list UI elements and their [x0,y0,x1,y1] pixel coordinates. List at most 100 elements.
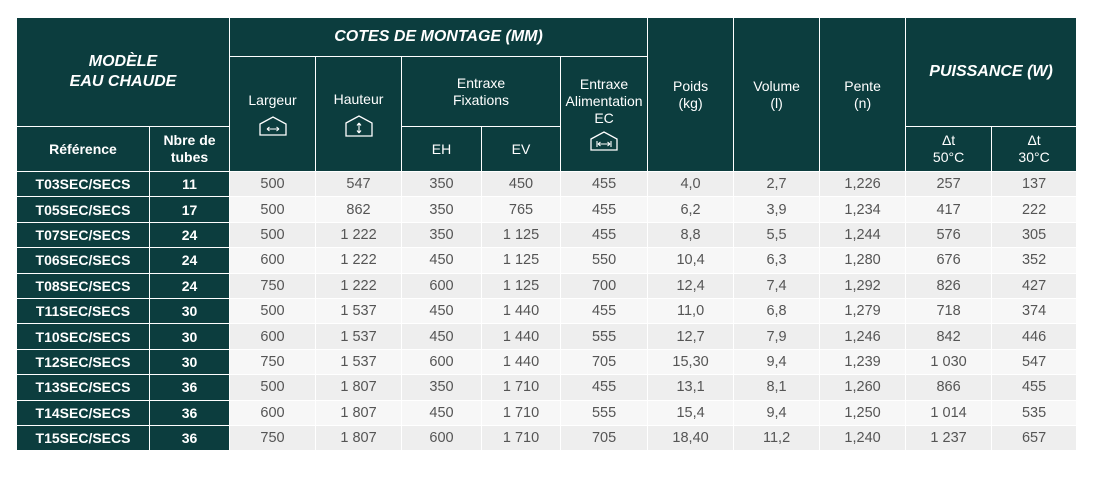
poids-cell: 10,4 [647,247,735,274]
ec-cell: 700 [560,272,649,299]
hauteur-cell: 1 807 [315,424,403,452]
table-row: T10SEC/SECS 30 600 1 537 450 1 440 555 12,7 7,9 1… [16,323,1078,350]
pente-cell: 1,292 [819,272,907,299]
ec-cell: 455 [560,297,649,325]
pente-cell: 1,239 [819,348,907,376]
largeur-cell: 600 [229,323,317,350]
largeur-cell: 600 [229,399,317,426]
poids-cell: 11,0 [647,297,735,325]
reference-cell: T03SEC/SECS [16,170,150,198]
reference-header: Référence [16,126,150,172]
hauteur-cell: 1 537 [315,348,403,376]
largeur-header: Largeur [229,56,317,172]
entraxe-alim-line2: Alimentation [565,93,643,109]
volume-cell: 5,5 [733,221,821,249]
puissance-50-cell: 257 [905,170,993,198]
pente-line1: Pente [844,77,881,94]
puissance-30-cell: 427 [991,272,1078,299]
volume-cell: 6,3 [733,247,821,274]
ev-cell: 1 710 [481,374,562,401]
pente-cell: 1,244 [819,221,907,249]
entraxe-alim-line3: EC [594,110,614,126]
pente-cell: 1,280 [819,247,907,274]
ev-cell: 1 440 [481,297,562,325]
tubes-cell: 24 [148,272,231,299]
puissance-30-cell: 455 [991,374,1078,401]
table-row: T14SEC/SECS 36 600 1 807 450 1 710 555 15,4 9,4 1… [16,399,1078,426]
reference-cell: T13SEC/SECS [16,374,150,401]
largeur-cell: 750 [229,348,317,376]
ev-cell: 1 125 [481,221,562,249]
volume-cell: 11,2 [733,424,821,452]
dt30-header: Δt 30°C [991,126,1078,172]
ev-cell: 1 125 [481,247,562,274]
entraxe-alim-line1: Entraxe [579,76,629,92]
dt50-header: Δt 50°C [905,126,993,172]
puissance-50-cell: 826 [905,272,993,299]
volume-cell: 9,4 [733,348,821,376]
hauteur-cell: 1 537 [315,323,403,350]
cotes-header: COTES DE MONTAGE (MM) [229,17,649,57]
puissance-50-cell: 676 [905,247,993,274]
volume-line1: Volume [753,77,800,94]
volume-cell: 7,9 [733,323,821,350]
ev-header: EV [481,126,562,172]
puissance-30-cell: 374 [991,297,1078,325]
tubes-cell: 36 [148,374,231,401]
entraxe-fix-line1: Entraxe [456,74,506,91]
ev-cell: 450 [481,170,562,198]
tubes-cell: 30 [148,348,231,376]
reference-cell: T11SEC/SECS [16,297,150,325]
dt50-line2: 50°C [932,149,965,165]
largeur-cell: 500 [229,196,317,223]
puissance-header: PUISSANCE (W) [905,17,1078,127]
ec-cell: 705 [560,348,649,376]
ec-cell: 455 [560,374,649,401]
ec-cell: 705 [560,424,649,452]
table-row: T07SEC/SECS 24 500 1 222 350 1 125 455 8,8 5,5 1,… [16,221,1078,249]
tubes-cell: 30 [148,323,231,350]
eh-header: EH [401,126,483,172]
connection-distance-icon [590,131,618,151]
eh-cell: 600 [401,348,483,376]
reference-cell: T12SEC/SECS [16,348,150,376]
ec-cell: 555 [560,323,649,350]
eh-cell: 450 [401,323,483,350]
poids-cell: 13,1 [647,374,735,401]
ev-cell: 765 [481,196,562,223]
table-row: T08SEC/SECS 24 750 1 222 600 1 125 700 12,4 7,4 1… [16,272,1078,299]
eh-cell: 350 [401,221,483,249]
ev-cell: 1 440 [481,348,562,376]
eh-cell: 350 [401,170,483,198]
largeur-label: Largeur [248,91,297,108]
reference-cell: T15SEC/SECS [16,424,150,452]
largeur-cell: 500 [229,297,317,325]
table-row: T15SEC/SECS 36 750 1 807 600 1 710 705 18,40 11,… [16,424,1078,452]
tubes-cell: 11 [148,170,231,198]
tubes-cell: 30 [148,297,231,325]
reference-cell: T05SEC/SECS [16,196,150,223]
puissance-50-cell: 718 [905,297,993,325]
modele-line2: EAU CHAUDE [69,73,177,90]
puissance-50-cell: 1 030 [905,348,993,376]
table-row: T13SEC/SECS 36 500 1 807 350 1 710 455 13,1 8,1 1… [16,374,1078,401]
poids-cell: 8,8 [647,221,735,249]
puissance-50-cell: 1 237 [905,424,993,452]
largeur-cell: 500 [229,374,317,401]
volume-cell: 9,4 [733,399,821,426]
hauteur-cell: 1 537 [315,297,403,325]
ec-cell: 555 [560,399,649,426]
hauteur-cell: 862 [315,196,403,223]
poids-cell: 4,0 [647,170,735,198]
hauteur-cell: 1 222 [315,221,403,249]
pente-header: Pente (n) [819,17,907,172]
tubes-cell: 36 [148,424,231,452]
ec-cell: 455 [560,196,649,223]
dt30-line1: Δt [1027,132,1041,148]
eh-cell: 450 [401,297,483,325]
puissance-30-cell: 352 [991,247,1078,274]
tubes-line1: Nbre de [163,132,216,148]
table-row: T11SEC/SECS 30 500 1 537 450 1 440 455 11,0 6,8 1… [16,297,1078,325]
largeur-cell: 750 [229,424,317,452]
reference-cell: T14SEC/SECS [16,399,150,426]
